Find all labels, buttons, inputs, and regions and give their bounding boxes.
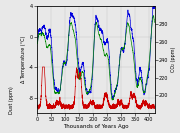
Text: Dust (ppm): Dust (ppm)	[9, 87, 14, 114]
Y-axis label: CO₂ (ppm): CO₂ (ppm)	[171, 47, 176, 72]
Y-axis label: Δ Temperature (°C): Δ Temperature (°C)	[21, 36, 26, 83]
X-axis label: Thousands of Years Ago: Thousands of Years Ago	[63, 124, 129, 129]
